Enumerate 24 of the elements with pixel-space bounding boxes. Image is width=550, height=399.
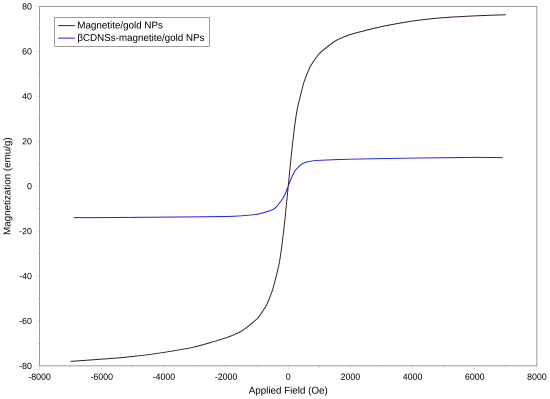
legend-label: Magnetite/gold NPs bbox=[78, 21, 163, 30]
y-axis-title: Magnetization (emu/g) bbox=[3, 138, 12, 234]
y-tick-label: -20 bbox=[20, 228, 32, 234]
x-tick-label: 6000 bbox=[465, 374, 484, 380]
x-tick-label: 4000 bbox=[402, 374, 422, 380]
line-series bbox=[73, 156, 504, 218]
y-tick-label: 80 bbox=[22, 3, 32, 10]
x-tick-label: 0 bbox=[286, 374, 290, 380]
x-tick-label: -8000 bbox=[28, 374, 51, 380]
x-tick-label: 8000 bbox=[527, 374, 546, 380]
y-tick-label: -60 bbox=[20, 318, 32, 324]
y-tick-label: 60 bbox=[22, 48, 32, 54]
legend-label: βCDNSs-magnetite/gold NPs bbox=[78, 34, 204, 43]
y-tick-label: 20 bbox=[22, 138, 32, 144]
y-tick-label: -80 bbox=[20, 362, 32, 370]
x-tick-label: -4000 bbox=[153, 374, 175, 380]
y-tick-label: 40 bbox=[22, 93, 32, 100]
y-tick-label: 0 bbox=[27, 183, 32, 190]
y-tick-label: -40 bbox=[20, 272, 32, 280]
line-series bbox=[70, 14, 506, 362]
x-tick-label: -6000 bbox=[90, 374, 113, 380]
x-axis-title: Applied Field (Oe) bbox=[248, 386, 328, 396]
x-tick-label: -2000 bbox=[215, 374, 238, 380]
x-tick-label: 2000 bbox=[341, 374, 360, 380]
